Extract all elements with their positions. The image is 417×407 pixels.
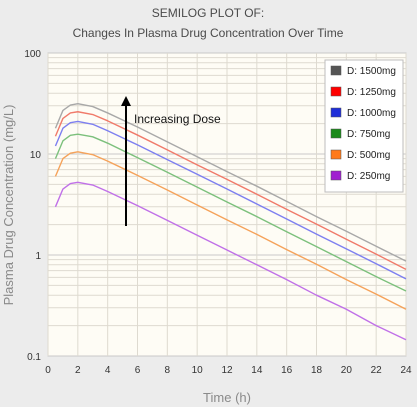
y-axis-title: Plasma Drug Concentration (mg/L): [1, 105, 16, 306]
y-tick-label: 10: [30, 150, 42, 161]
grid-lines: [47, 53, 407, 357]
legend-label: D: 1500mg: [347, 66, 396, 77]
x-tick-label: 10: [192, 365, 204, 376]
legend-swatch: [330, 170, 342, 181]
series-line: [54, 102, 407, 262]
annotation-text: Increasing Dose: [134, 112, 221, 126]
series-lines: [54, 102, 407, 341]
legend-label: D: 500mg: [347, 150, 390, 161]
legend-swatch: [330, 86, 342, 97]
dose-annotation: Increasing Dose: [121, 96, 221, 226]
legend-label: D: 1250mg: [347, 87, 396, 98]
series-line: [54, 111, 407, 271]
x-tick-label: 20: [341, 365, 353, 376]
series-line: [54, 133, 407, 292]
legend-swatch: [330, 107, 342, 118]
x-tick-label: 0: [45, 365, 51, 376]
series-line: [54, 181, 407, 341]
chart-title: SEMILOG PLOT OF:: [152, 6, 264, 20]
legend-swatch: [330, 65, 342, 76]
legend-box: [324, 59, 404, 193]
x-tick-label: 16: [281, 365, 293, 376]
x-tick-label: 4: [105, 365, 111, 376]
x-tick-label: 8: [165, 365, 171, 376]
x-tick-label: 14: [251, 365, 263, 376]
x-tick-label: 2: [75, 365, 81, 376]
y-tick-label: 0.1: [27, 352, 41, 363]
x-axis-title: Time (h): [203, 390, 251, 405]
legend-swatch: [330, 128, 342, 139]
chart-subtitle: Changes In Plasma Drug Concentration Ove…: [73, 26, 344, 40]
x-tick-label: 12: [221, 365, 233, 376]
x-tick-label: 6: [135, 365, 141, 376]
y-tick-label: 100: [24, 49, 41, 60]
legend: D: 1500mg D: 1250mg D: 1000mg D: 750mg D: 50…: [324, 59, 404, 193]
x-tick-label: 22: [371, 365, 383, 376]
x-tick-label: 18: [311, 365, 323, 376]
legend-swatch: [330, 149, 342, 160]
x-tick-label: 24: [400, 365, 412, 376]
arrow-head-icon: [121, 96, 131, 106]
series-line: [54, 120, 407, 280]
legend-label: D: 1000mg: [347, 108, 396, 119]
series-line: [54, 151, 407, 310]
legend-label: D: 750mg: [347, 129, 390, 140]
legend-label: D: 250mg: [347, 171, 390, 182]
y-tick-label: 1: [35, 251, 41, 262]
